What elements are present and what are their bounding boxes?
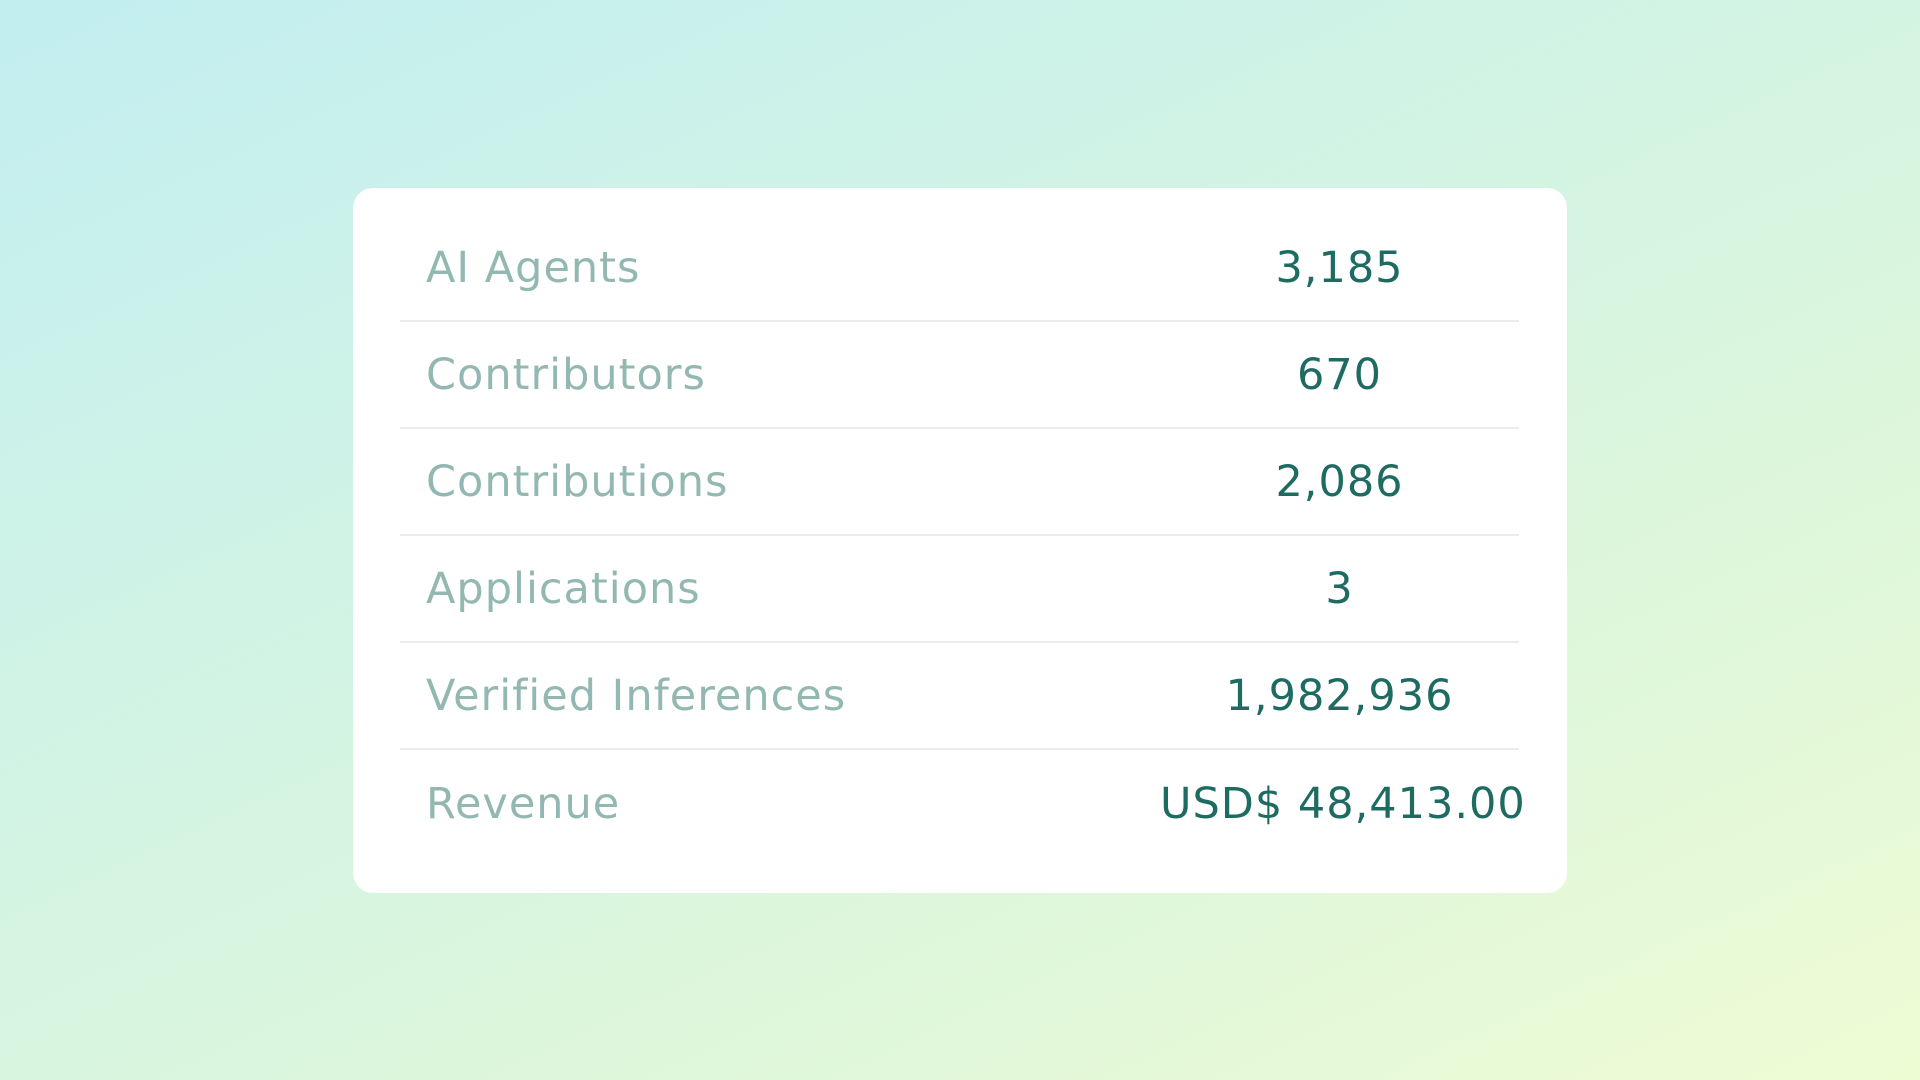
stat-value: 670 bbox=[1296, 349, 1383, 400]
stat-label: Applications bbox=[426, 563, 701, 614]
stat-label: Contributions bbox=[426, 456, 729, 507]
stats-card: AI Agents 3,185 Contributors 670 Contrib… bbox=[353, 188, 1567, 893]
stat-label: Verified Inferences bbox=[426, 670, 847, 721]
stat-value: 3 bbox=[1325, 563, 1354, 614]
stat-label: Contributors bbox=[426, 349, 706, 400]
stat-row-applications: Applications 3 bbox=[400, 536, 1519, 643]
stat-row-contributions: Contributions 2,086 bbox=[400, 429, 1519, 536]
stat-label: AI Agents bbox=[426, 242, 641, 293]
stat-value: 2,086 bbox=[1275, 456, 1404, 507]
stat-value: USD$ 48,413.00 bbox=[1160, 778, 1526, 829]
stat-value: 3,185 bbox=[1275, 242, 1404, 293]
stat-row-revenue: Revenue USD$ 48,413.00 bbox=[400, 750, 1525, 857]
stat-label: Revenue bbox=[426, 778, 621, 829]
stat-row-verified-inferences: Verified Inferences 1,982,936 bbox=[400, 643, 1519, 750]
stat-row-ai-agents: AI Agents 3,185 bbox=[400, 215, 1519, 322]
stat-row-contributors: Contributors 670 bbox=[400, 322, 1519, 429]
stat-value: 1,982,936 bbox=[1225, 670, 1454, 721]
